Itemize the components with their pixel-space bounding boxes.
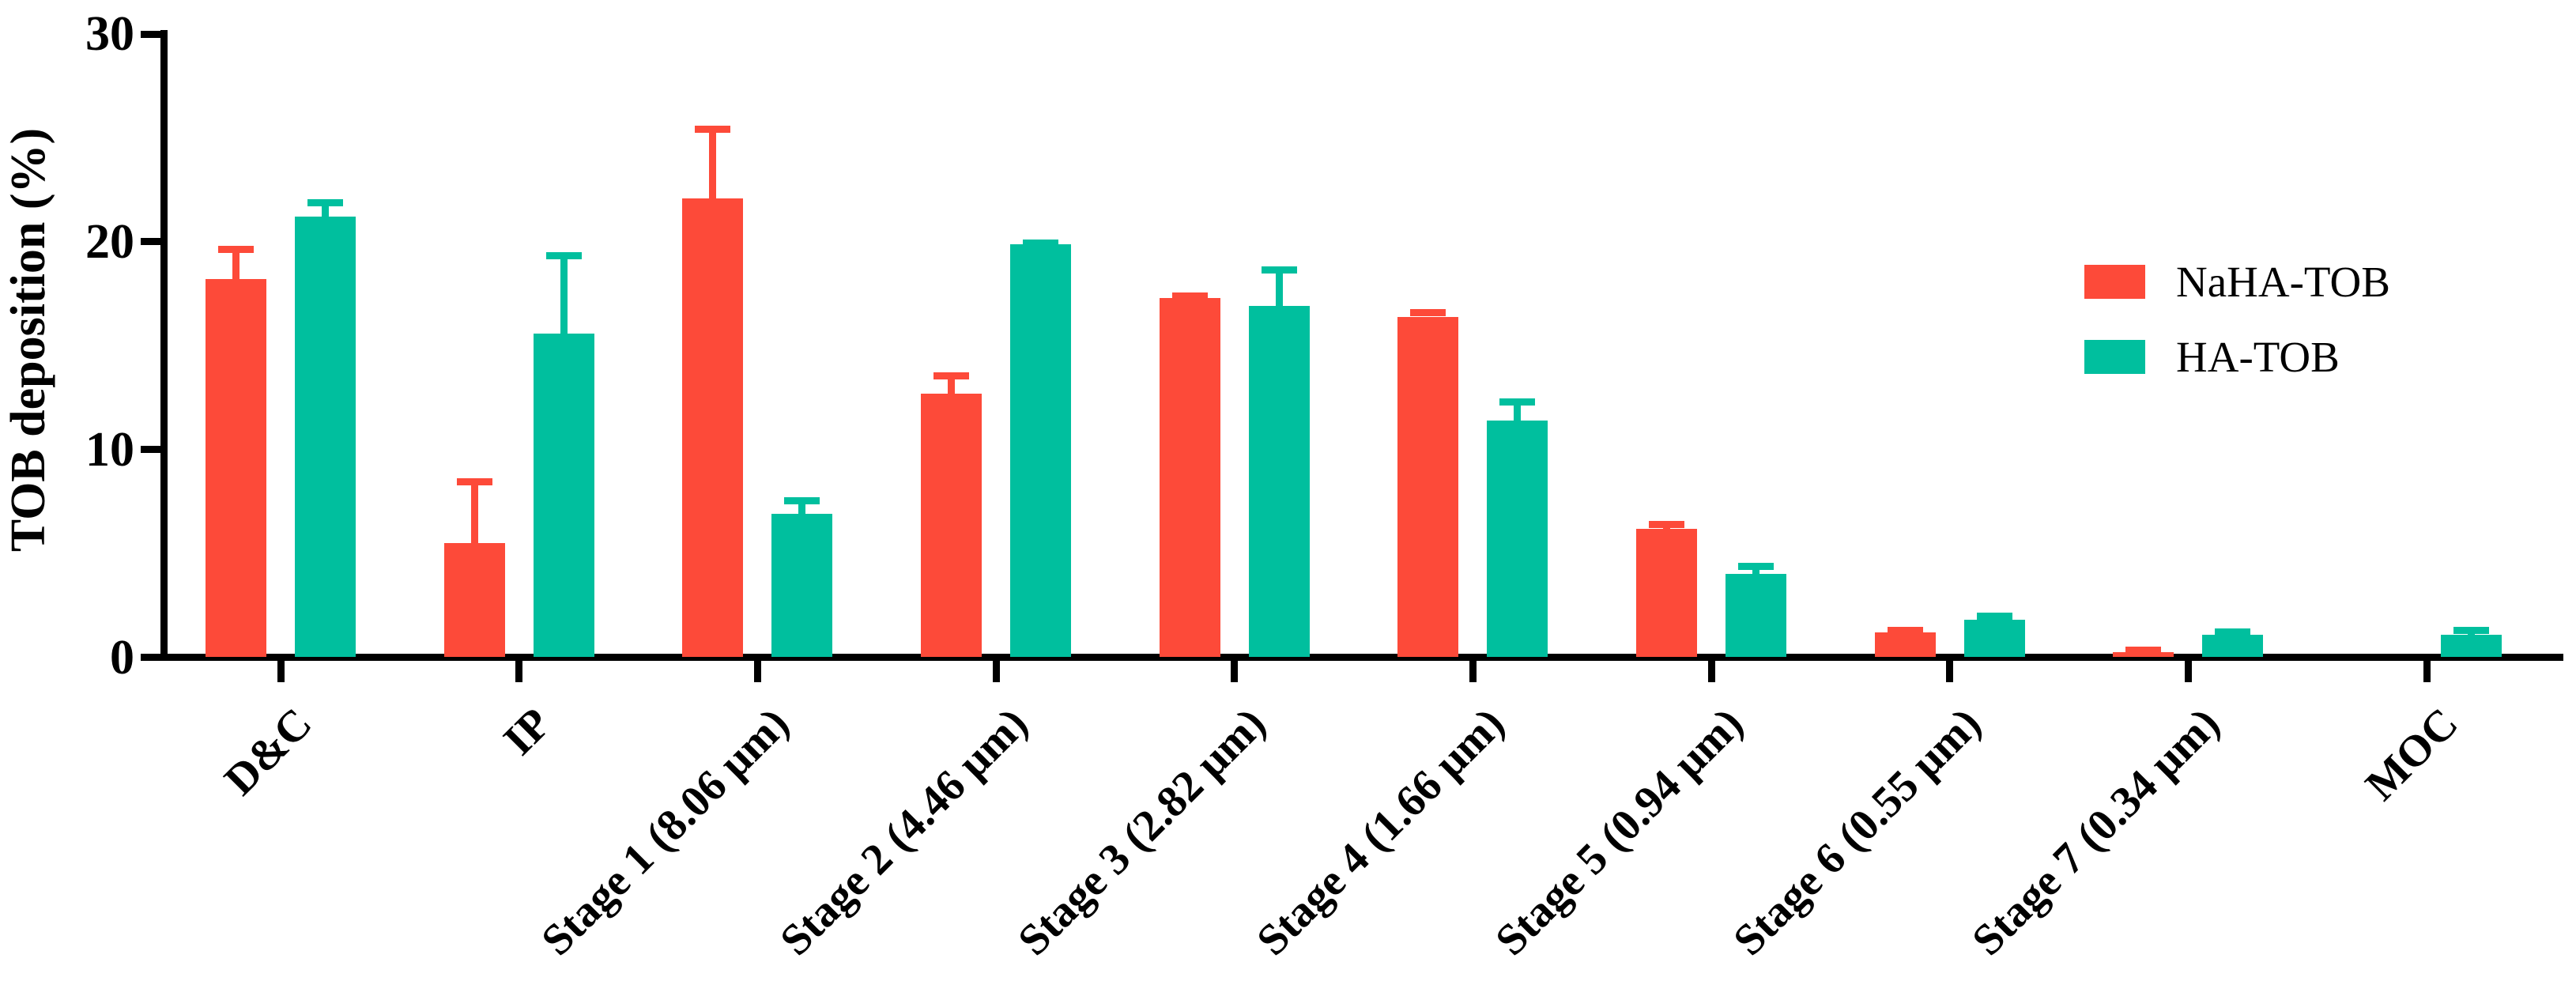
bar-ha-tob bbox=[2441, 634, 2502, 658]
legend-label-ha-tob: HA-TOB bbox=[2176, 332, 2340, 381]
x-axis-label: Stage 1 (8.06 μm) bbox=[532, 699, 799, 965]
error-bar-cap-ha-tob bbox=[307, 199, 343, 207]
x-tick bbox=[277, 661, 285, 682]
error-bar-cap-ha-tob bbox=[545, 252, 582, 260]
error-bar-stem-ha-tob bbox=[322, 199, 329, 217]
bar-naha-tob bbox=[206, 279, 266, 658]
bar-ha-tob bbox=[1010, 243, 1071, 658]
error-bar-stem-naha-tob bbox=[232, 246, 239, 280]
y-axis-title: TOB deposition (%) bbox=[2, 127, 55, 553]
bar-naha-tob bbox=[1636, 528, 1698, 658]
error-bar-cap-ha-tob bbox=[1738, 562, 1775, 570]
x-axis-label: Stage 6 (0.55 μm) bbox=[1724, 699, 1991, 965]
bar-naha-tob bbox=[682, 198, 744, 658]
x-tick bbox=[753, 661, 761, 682]
error-bar-cap-ha-tob bbox=[784, 497, 820, 505]
x-tick bbox=[515, 661, 523, 682]
y-tick-label: 20 bbox=[85, 214, 134, 269]
error-bar-cap-naha-tob bbox=[933, 372, 969, 380]
bar-naha-tob bbox=[1159, 297, 1220, 658]
error-bar-cap-ha-tob bbox=[1976, 612, 2012, 620]
x-tick bbox=[2184, 661, 2192, 682]
bar-ha-tob bbox=[295, 217, 356, 658]
error-bar-cap-ha-tob bbox=[1499, 398, 1536, 406]
x-axis-label: Stage 5 (0.94 μm) bbox=[1486, 699, 1752, 965]
bar-ha-tob bbox=[1726, 574, 1787, 658]
x-axis-label: Stage 7 (0.34 μm) bbox=[1963, 699, 2230, 965]
error-bar-stem-ha-tob bbox=[798, 497, 806, 515]
x-tick bbox=[1707, 661, 1715, 682]
error-bar-cap-naha-tob bbox=[2125, 647, 2162, 655]
error-bar-stem-ha-tob bbox=[1275, 266, 1283, 307]
error-bar-cap-naha-tob bbox=[1171, 292, 1208, 300]
error-bar-cap-naha-tob bbox=[456, 478, 492, 486]
x-axis-label: Stage 4 (1.66 μm) bbox=[1247, 699, 1514, 965]
error-bar-cap-naha-tob bbox=[1887, 627, 1923, 635]
error-bar-stem-ha-tob bbox=[560, 252, 568, 334]
error-bar-cap-ha-tob bbox=[2215, 628, 2251, 636]
x-tick bbox=[2423, 661, 2431, 682]
bar-ha-tob bbox=[533, 333, 594, 658]
bar-ha-tob bbox=[1487, 420, 1548, 658]
error-bar-cap-ha-tob bbox=[1023, 240, 1058, 247]
error-bar-cap-naha-tob bbox=[695, 125, 731, 133]
error-bar-cap-ha-tob bbox=[1261, 266, 1297, 274]
bar-naha-tob bbox=[443, 542, 505, 658]
bar-ha-tob bbox=[2202, 634, 2264, 658]
x-axis-label: MOC bbox=[2356, 699, 2468, 810]
error-bar-cap-naha-tob bbox=[1649, 521, 1685, 529]
error-bar-cap-naha-tob bbox=[218, 246, 254, 254]
error-bar-stem-naha-tob bbox=[709, 125, 717, 198]
legend-swatch-ha-tob bbox=[2084, 340, 2145, 374]
x-axis-label: D&C bbox=[215, 699, 322, 806]
x-tick bbox=[992, 661, 1000, 682]
x-tick bbox=[1231, 661, 1239, 682]
x-axis-baseline bbox=[160, 654, 2563, 661]
bar-ha-tob bbox=[1248, 306, 1310, 658]
bar-naha-tob bbox=[2113, 651, 2174, 658]
y-tick-label: 0 bbox=[110, 630, 134, 685]
bar-naha-tob bbox=[921, 393, 982, 658]
error-bar-stem-ha-tob bbox=[1514, 398, 1522, 421]
x-axis-label: Stage 2 (4.46 μm) bbox=[771, 699, 1037, 965]
legend-swatch-naha-tob bbox=[2084, 265, 2145, 299]
error-bar-stem-naha-tob bbox=[948, 372, 955, 394]
bar-ha-tob bbox=[1963, 620, 2025, 658]
error-bar-stem-naha-tob bbox=[470, 478, 478, 543]
error-bar-cap-ha-tob bbox=[2453, 627, 2490, 635]
y-tick bbox=[141, 654, 160, 661]
bar-naha-tob bbox=[1397, 316, 1459, 658]
legend-label-naha-tob: NaHA-TOB bbox=[2176, 257, 2390, 306]
y-tick bbox=[141, 446, 160, 454]
x-axis-label: Stage 3 (2.82 μm) bbox=[1009, 699, 1276, 965]
bar-ha-tob bbox=[771, 514, 833, 658]
y-tick-label: 30 bbox=[85, 7, 134, 62]
y-axis-spine bbox=[160, 30, 168, 661]
x-axis-label: IP bbox=[494, 699, 560, 765]
y-tick bbox=[141, 238, 160, 246]
x-tick bbox=[1946, 661, 1954, 682]
y-tick-label: 10 bbox=[85, 422, 134, 477]
y-tick bbox=[141, 30, 160, 38]
x-tick bbox=[1469, 661, 1477, 682]
error-bar-cap-naha-tob bbox=[1410, 309, 1446, 317]
bar-naha-tob bbox=[1874, 632, 1936, 658]
